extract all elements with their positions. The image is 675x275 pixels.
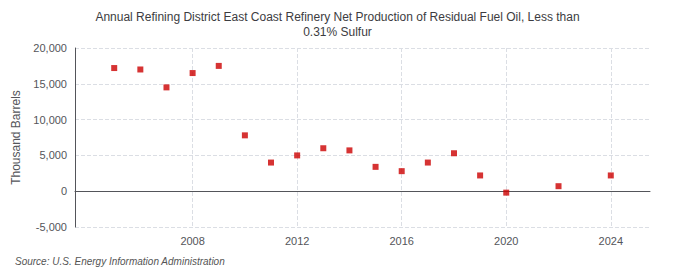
svg-text:Annual Refining District East: Annual Refining District East Coast Refi… bbox=[95, 10, 579, 24]
svg-text:10,000: 10,000 bbox=[33, 114, 67, 126]
svg-text:5,000: 5,000 bbox=[39, 149, 67, 161]
svg-text:Thousand Barrels: Thousand Barrels bbox=[9, 90, 23, 185]
svg-text:0.31% Sulfur: 0.31% Sulfur bbox=[303, 25, 372, 39]
svg-text:15,000: 15,000 bbox=[33, 78, 67, 90]
svg-text:Source: U.S. Energy Informatio: Source: U.S. Energy Information Administ… bbox=[15, 256, 225, 267]
svg-text:-5,000: -5,000 bbox=[36, 221, 67, 233]
svg-text:2016: 2016 bbox=[389, 235, 413, 247]
svg-text:20,000: 20,000 bbox=[33, 42, 67, 54]
svg-text:0: 0 bbox=[61, 185, 67, 197]
svg-text:2012: 2012 bbox=[285, 235, 309, 247]
svg-text:2020: 2020 bbox=[494, 235, 518, 247]
svg-text:2008: 2008 bbox=[180, 235, 204, 247]
svg-text:2024: 2024 bbox=[599, 235, 623, 247]
